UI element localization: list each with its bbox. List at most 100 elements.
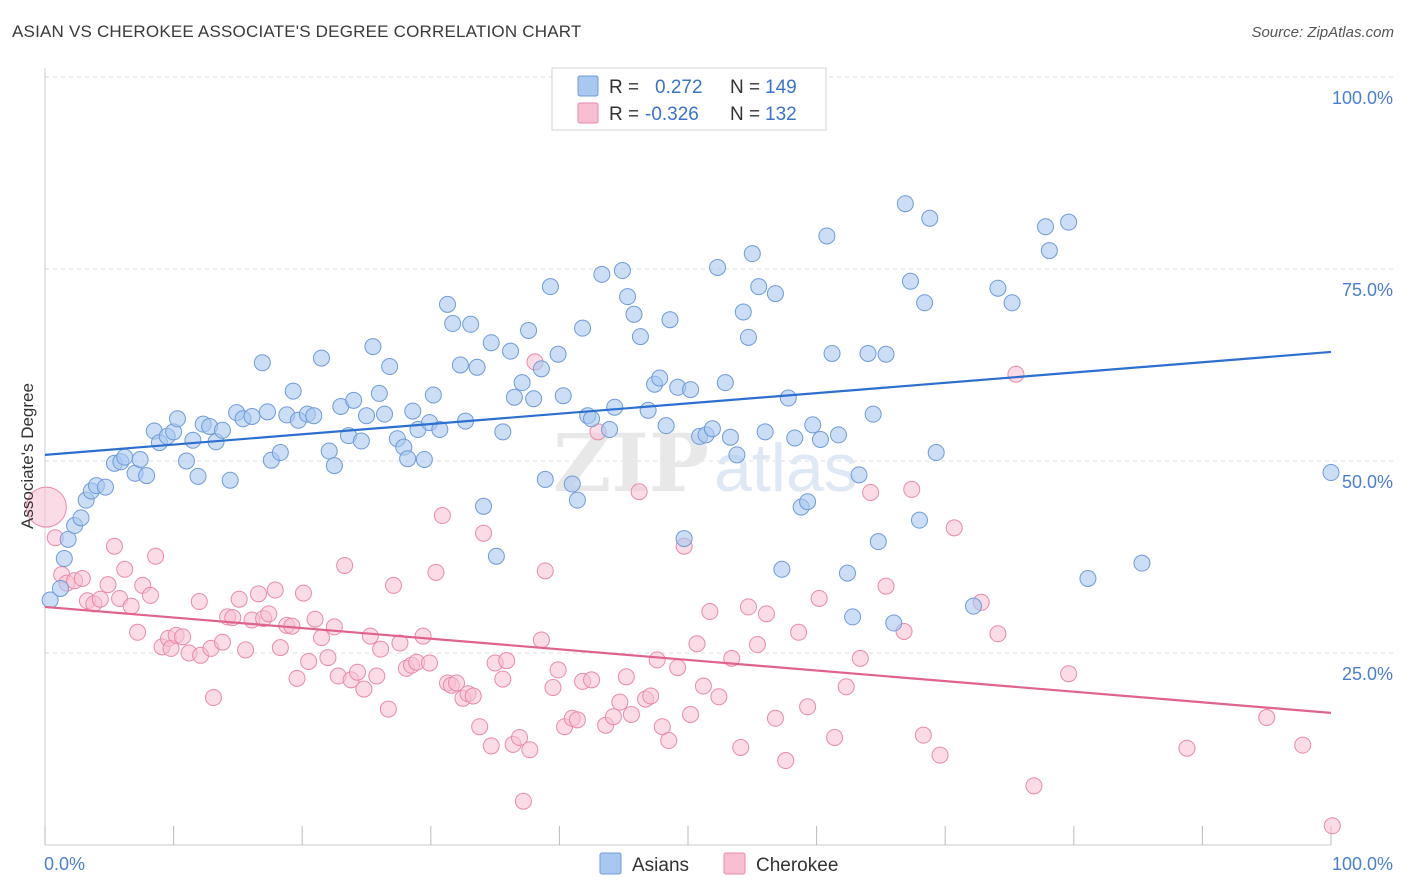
asians-trend-line (44, 350, 1332, 456)
cherokee-point (514, 792, 532, 810)
asians-point (131, 450, 149, 468)
asians-point (766, 285, 784, 303)
asians-point (451, 356, 469, 374)
source-label: Source: ZipAtlas.com (1251, 24, 1394, 41)
x-axis-ticks (44, 826, 1332, 845)
asians-point (284, 382, 302, 400)
asians-point (1060, 213, 1078, 231)
cherokee-point (837, 678, 855, 696)
asians-point (541, 278, 559, 296)
cherokee-point (361, 627, 379, 645)
asians-point (116, 448, 134, 466)
x-tick-label-min: 0.0% (44, 854, 85, 874)
asians-point (869, 533, 887, 551)
asians-point (444, 315, 462, 333)
cherokee-point (213, 633, 231, 651)
asians-point (823, 344, 841, 362)
cherokee-point (237, 641, 255, 659)
asians-point (601, 421, 619, 439)
cherokee-point (348, 663, 366, 681)
cherokee-point (568, 711, 586, 729)
cherokee-point (862, 483, 880, 501)
asians-point (520, 321, 538, 339)
asians-point (844, 608, 862, 626)
asians-point (184, 431, 202, 449)
bottom-legend-asians-label: Asians (632, 855, 689, 876)
asians-point (404, 402, 422, 420)
asians-point (352, 432, 370, 450)
asians-point (877, 345, 895, 363)
cherokee-point (271, 639, 289, 657)
cherokee-point (414, 627, 432, 645)
cherokee-point (642, 687, 660, 705)
cherokee-point (482, 737, 500, 755)
asians-point (739, 328, 757, 346)
cherokee-point (372, 640, 390, 658)
cherokee-point (105, 537, 123, 555)
cherokee-point (385, 576, 403, 594)
cherokee-point (379, 700, 397, 718)
asians-point (55, 550, 73, 568)
cherokee-point (1178, 739, 1196, 757)
cherokee-point (648, 651, 666, 669)
asians-point (568, 491, 586, 509)
cherokee-point (325, 618, 343, 636)
asians-point (625, 305, 643, 323)
y-tick-label: 25.0% (1342, 664, 1393, 684)
asians-point (721, 428, 739, 446)
cherokee-point (903, 480, 921, 498)
y-tick-label: 50.0% (1342, 472, 1393, 492)
asians-point (756, 423, 774, 441)
asians-point (189, 467, 207, 485)
asians-point (743, 245, 761, 263)
asians-point (482, 334, 500, 352)
asians-point (431, 421, 449, 439)
asians-point (916, 294, 934, 312)
cherokee-point (989, 625, 1007, 643)
asians-point (750, 278, 768, 296)
cherokee-point (777, 752, 795, 770)
asians-point (773, 560, 791, 578)
asians-point (901, 272, 919, 290)
asians-point (927, 444, 945, 462)
cherokee-point (748, 636, 766, 654)
legend-asians-n-value: 149 (765, 77, 797, 98)
asians-point (487, 547, 505, 565)
cherokee-point (766, 709, 784, 727)
asians-point (243, 407, 261, 425)
asians-point (439, 295, 457, 313)
cherokee-point (931, 746, 949, 764)
asians-point (424, 386, 442, 404)
cherokee-point (622, 705, 640, 723)
cherokee-point (249, 585, 267, 603)
cherokee-series (25, 353, 1341, 835)
cherokee-point (757, 605, 775, 623)
asians-point (415, 450, 433, 468)
asians-point (96, 478, 114, 496)
cherokee-point (336, 556, 354, 574)
cherokee-point (617, 668, 635, 686)
asians-point (549, 345, 567, 363)
asians-point (258, 403, 276, 421)
cherokee-point (355, 680, 373, 698)
cherokee-point (511, 728, 529, 746)
asians-point (513, 374, 531, 392)
cherokee-point (914, 726, 932, 744)
asians-point (885, 614, 903, 632)
cherokee-point (604, 708, 622, 726)
asians-point (462, 315, 480, 333)
asians-point (221, 471, 239, 489)
cherokee-point (521, 741, 539, 759)
asians-point (593, 265, 611, 283)
cherokee-point (25, 486, 67, 528)
asians-series (41, 195, 1340, 632)
cherokee-point (682, 705, 700, 723)
x-tick-label-max: 100.0% (1332, 854, 1393, 874)
cherokee-point (544, 679, 562, 697)
legend-cherokee-n-value: 132 (765, 104, 797, 125)
asians-point (709, 258, 727, 276)
asians-point (168, 410, 186, 428)
cherokee-point (532, 631, 550, 649)
legend-cherokee-n-label: N = (730, 104, 760, 125)
